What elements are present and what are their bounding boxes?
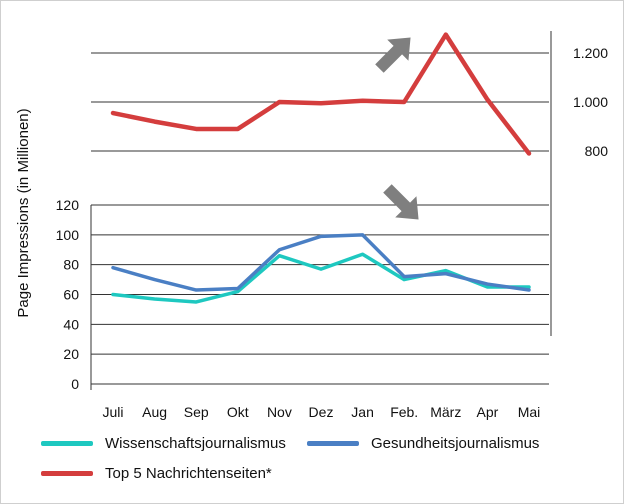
x-tick-label: Aug <box>142 404 167 420</box>
y-tick-label: 0 <box>71 376 79 392</box>
x-tick-label: Feb. <box>390 404 418 420</box>
arrow-shape <box>383 184 419 220</box>
lower-y-tick-labels: 0 20 40 60 80 100 120 <box>56 197 80 392</box>
arrow-shape <box>375 37 411 73</box>
x-tick-label: Dez <box>309 404 334 420</box>
series-line <box>111 233 531 292</box>
upper-y-tick-labels: 800 1.000 1.200 <box>573 45 608 159</box>
x-tick-label: Jan <box>351 404 374 420</box>
legend-item-gesundheit: Gesundheitsjournalismus <box>307 435 539 452</box>
y-axis-label: Page Impressions (in Millionen) <box>15 108 32 317</box>
x-tick-label: Mai <box>518 404 541 420</box>
y-tick-label: 40 <box>63 316 79 332</box>
series-line <box>110 32 532 156</box>
legend-item-top5: Top 5 Nachrichtenseiten* <box>41 465 272 482</box>
legend-label: Top 5 Nachrichtenseiten* <box>105 465 272 482</box>
y-tick-label: 100 <box>56 227 80 243</box>
down-arrow <box>383 184 419 220</box>
axes <box>90 31 552 390</box>
x-tick-label: Juli <box>102 404 123 420</box>
legend-swatch <box>41 441 93 446</box>
series-lines <box>110 32 532 304</box>
x-tick-labels: Juli Aug Sep Okt Nov Dez Jan Feb. März Apr Mai <box>102 404 540 420</box>
legend-label: Wissenschaftsjournalismus <box>105 435 286 452</box>
y-tick-label: 1.000 <box>573 94 608 110</box>
y-tick-label: 20 <box>63 346 79 362</box>
x-tick-label: Okt <box>227 404 249 420</box>
legend-item-wissenschaft: Wissenschaftsjournalismus <box>41 435 286 452</box>
y-tick-label: 120 <box>56 197 80 213</box>
up-arrow <box>375 37 411 73</box>
trend-arrows <box>375 37 419 220</box>
y-tick-label: 800 <box>585 143 609 159</box>
y-tick-label: 60 <box>63 287 79 303</box>
legend-swatch <box>307 441 359 446</box>
x-tick-label: März <box>430 404 461 420</box>
x-tick-label: Apr <box>477 404 499 420</box>
y-tick-label: 80 <box>63 257 79 273</box>
y-tick-label: 1.200 <box>573 45 608 61</box>
x-tick-label: Sep <box>184 404 209 420</box>
legend-label: Gesundheitsjournalismus <box>371 435 540 452</box>
legend-swatch <box>41 471 93 476</box>
x-tick-label: Nov <box>267 404 292 420</box>
lower-gridlines <box>91 204 549 385</box>
